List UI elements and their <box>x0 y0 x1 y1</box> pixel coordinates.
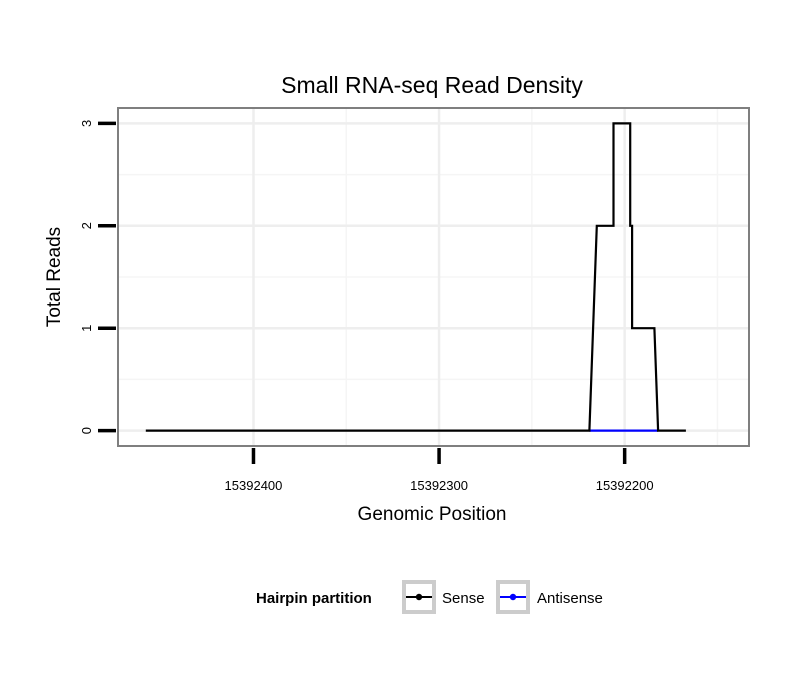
legend-title: Hairpin partition <box>256 590 372 607</box>
legend-label-antisense: Antisense <box>537 590 603 607</box>
y-axis-title: Total Reads <box>44 227 65 327</box>
legend-marker-antisense <box>509 593 517 601</box>
grid <box>118 108 749 446</box>
x-tick-label-0: 15392400 <box>225 478 283 493</box>
x-tick-label-1: 15392300 <box>410 478 468 493</box>
chart-title: Small RNA-seq Read Density <box>281 72 583 98</box>
y-tick-label-3: 3 <box>79 120 94 127</box>
legend-item-antisense: Antisense <box>496 580 603 614</box>
legend-label-sense: Sense <box>442 590 485 607</box>
y-tick-label-0: 0 <box>79 427 94 434</box>
y-tick-label-2: 2 <box>79 222 94 229</box>
series-line-sense <box>145 122 686 432</box>
series-layer <box>145 122 686 432</box>
y-tick-label-1: 1 <box>79 325 94 332</box>
legend-item-sense: Sense <box>402 580 485 614</box>
x-axis-title: Genomic Position <box>358 504 507 525</box>
legend-marker-sense <box>415 593 423 601</box>
legend: Hairpin partition Sense Antisense <box>256 580 603 614</box>
plot-panel <box>117 107 750 447</box>
x-tick-label-2: 15392200 <box>596 478 654 493</box>
axes: 15392400 15392300 15392200 0 1 2 3 <box>79 120 654 493</box>
